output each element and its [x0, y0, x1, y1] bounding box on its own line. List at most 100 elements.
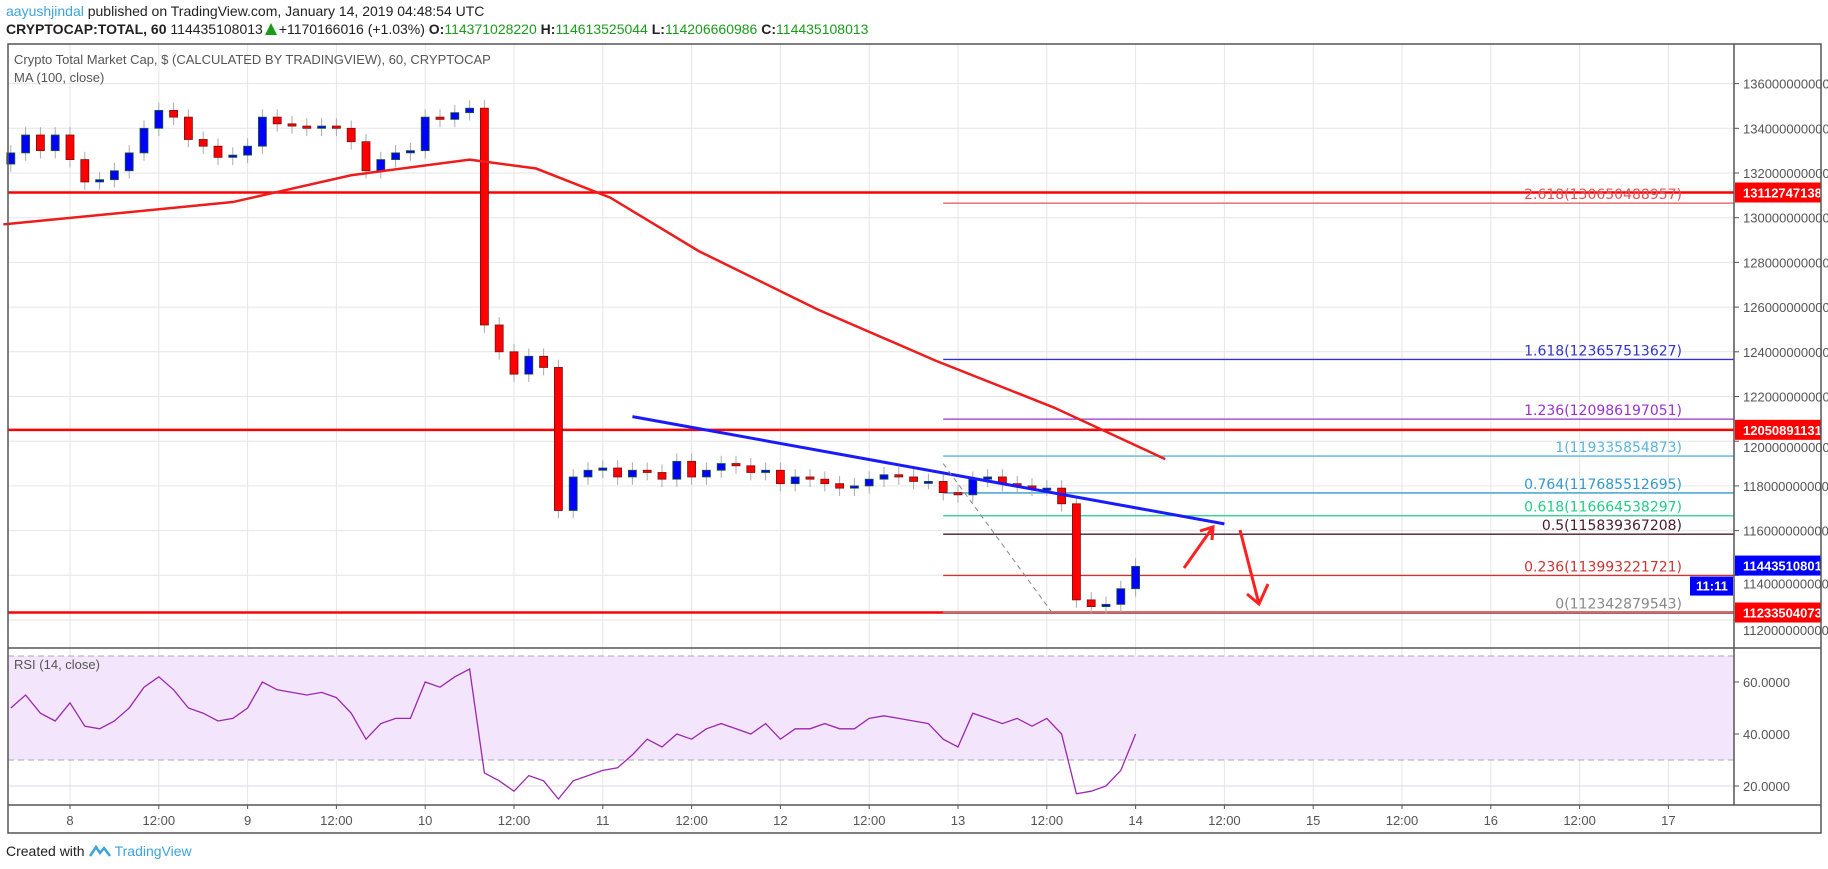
price-line-badge [1735, 182, 1821, 203]
candle-down [302, 125, 312, 129]
candle-down [938, 481, 948, 494]
candle-up [583, 469, 593, 478]
candle-down [213, 145, 223, 158]
candle-down [894, 474, 904, 478]
fibonacci-extension[interactable]: 2.618(130650488957) 1.618(123657513627) 1.… [943, 187, 1734, 613]
candle-down [1086, 599, 1096, 607]
price-change: +1170166016 (+1.03%) [278, 21, 425, 37]
y-tick-label: 132000000000 [1743, 166, 1828, 181]
low-value: 114206660986 [664, 21, 758, 37]
candle-down [687, 460, 696, 478]
candle-down [509, 351, 519, 375]
candle-down [613, 467, 622, 478]
author-link[interactable]: aayushjindal [6, 3, 84, 19]
fib-level-label: 0.618(116664538297) [1524, 500, 1682, 516]
rsi-tick-label: 40.0000 [1743, 727, 1790, 742]
candle-down [479, 107, 489, 326]
candle-up [761, 469, 770, 473]
candle-up [1101, 603, 1111, 607]
close-value: 114435108013 [776, 21, 869, 37]
candle-down [642, 469, 652, 473]
candle-up [924, 481, 933, 484]
trendline [632, 415, 1225, 526]
publish-info: aayushjindal published on TradingView.co… [6, 3, 484, 19]
candle-down [272, 116, 282, 125]
candle-up [790, 476, 800, 485]
arrow-down-icon [1238, 529, 1270, 607]
candle-down [287, 123, 297, 127]
candle-up [1116, 588, 1126, 605]
last-price-badge [1735, 555, 1821, 576]
ma-100 [3, 158, 1166, 461]
candle-down [331, 125, 341, 129]
price-line-badge-label: 112335040738 [1743, 606, 1828, 621]
candle-down [435, 116, 445, 120]
drawings[interactable] [632, 415, 1270, 616]
x-tick-label: 16 [1484, 813, 1498, 828]
fib-level-label: 1.618(123657513627) [1524, 343, 1682, 359]
candle-up [702, 469, 711, 478]
up-triangle-icon [264, 23, 277, 35]
x-tick-label: 8 [66, 813, 73, 828]
candle-down [909, 476, 918, 482]
candle-up [465, 107, 475, 114]
ma-line [3, 158, 1166, 461]
candle-up [524, 355, 534, 375]
open-value: 114371028220 [444, 21, 537, 37]
x-tick-label: 11 [596, 813, 610, 828]
candle-down [198, 139, 208, 147]
candle-up [983, 476, 992, 480]
candle-down [346, 127, 356, 143]
candle-up [598, 467, 608, 471]
candle-down [80, 159, 90, 183]
fib-level-label: 0.5(115839367208) [1542, 518, 1682, 534]
high-value: 114613525044 [555, 21, 648, 37]
footer: Created with TradingView [6, 843, 192, 859]
candle-up [450, 112, 460, 120]
x-tick-label: 15 [1306, 813, 1320, 828]
publish-text: published on TradingView.com, January 14… [87, 3, 485, 19]
x-tick-label: 12:00 [853, 813, 886, 828]
candle-up [243, 145, 253, 156]
fib-guide-line [942, 463, 1055, 616]
candle-down [183, 116, 193, 140]
y-tick-label: 134000000000 [1743, 121, 1828, 136]
fib-level-label: 2.618(130650488957) [1524, 187, 1682, 203]
candle-down [731, 463, 741, 467]
horizontal-lines[interactable] [8, 191, 1734, 614]
y-tick-label: 136000000000 [1743, 77, 1828, 92]
y-tick-label: 122000000000 [1743, 390, 1828, 405]
candle-down [953, 492, 963, 496]
candle-up [21, 134, 31, 154]
tradingview-link[interactable]: TradingView [114, 843, 192, 859]
x-tick-label: 12 [773, 813, 787, 828]
candle-down [835, 483, 844, 489]
fib-level-label: 0(112342879543) [1555, 596, 1682, 612]
candle-up [228, 154, 238, 158]
countdown-label: 11:11 [1696, 579, 1728, 594]
y-tick-label: 126000000000 [1743, 300, 1828, 315]
axes: 8 12:00 9 12:00 10 12:00 11 12:00 12 12:00 13 12:00… [7, 43, 1828, 834]
candle-down [746, 465, 756, 473]
rsi-line [10, 667, 1137, 801]
y-tick-label: 114000000000 [1743, 576, 1828, 591]
candle-up [672, 460, 682, 480]
high-label: H: [540, 21, 556, 37]
fib-level-label: 0.764(117685512695) [1524, 477, 1682, 493]
x-tick-label: 12:00 [1563, 813, 1596, 828]
candle-up [405, 150, 415, 154]
rsi-band [8, 655, 1734, 761]
candle-up [139, 127, 149, 154]
symbol: CRYPTOCAP:TOTAL, 60 [6, 21, 167, 37]
x-tick-label: 12:00 [1208, 813, 1241, 828]
candle-up [716, 463, 726, 471]
candle-up [850, 485, 859, 489]
candle-up [568, 476, 578, 511]
rsi-band-fill [8, 656, 1734, 760]
x-tick-label: 12:00 [143, 813, 176, 828]
candle-up [95, 179, 104, 183]
candle-up [879, 474, 889, 480]
fib-level-label: 0.236(113993221721) [1524, 559, 1682, 575]
countdown-badge [1690, 576, 1733, 596]
